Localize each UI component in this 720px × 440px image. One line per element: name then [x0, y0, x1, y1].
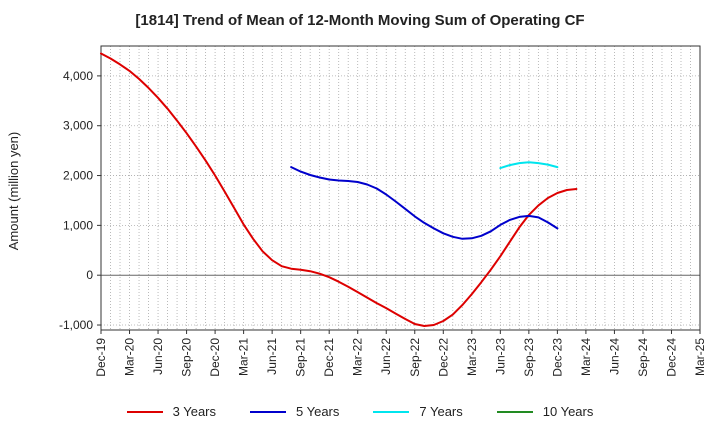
legend-label: 7 Years [419, 404, 463, 419]
x-tick-label: Jun-24 [607, 338, 621, 375]
y-tick-label: 2,000 [63, 169, 93, 183]
legend: 3 Years 5 Years 7 Years 10 Years [0, 404, 720, 419]
y-ticks: -1,000 0 1,000 2,000 3,000 4,000 [59, 69, 101, 332]
x-tick-label: Mar-20 [123, 338, 137, 376]
x-tick-label: Jun-21 [265, 338, 279, 375]
x-tick-label: Jun-23 [493, 338, 507, 375]
series-line-5-years [290, 166, 559, 240]
x-tick-label: Dec-20 [208, 338, 222, 377]
x-tick-label: Sep-20 [180, 338, 194, 377]
y-tick-label: -1,000 [59, 318, 93, 332]
x-tick-label: Dec-24 [664, 338, 678, 377]
legend-label: 5 Years [296, 404, 340, 419]
x-tick-label: Dec-22 [436, 338, 450, 377]
x-tick-label: Mar-24 [579, 338, 593, 376]
x-tick-label: Mar-21 [237, 338, 251, 376]
legend-item: 3 Years [126, 404, 216, 419]
y-axis-label: Amount (million yen) [6, 132, 21, 251]
grid-layer [101, 46, 700, 330]
legend-swatch [250, 410, 286, 413]
y-tick-label: 1,000 [63, 218, 93, 232]
legend-label: 10 Years [542, 404, 594, 419]
legend-item: 5 Years [250, 404, 339, 419]
x-tick-label: Mar-22 [351, 338, 365, 376]
legend-item: 10 Years [496, 404, 594, 419]
legend-swatch [496, 410, 533, 413]
x-tick-label: Sep-21 [294, 338, 308, 377]
series-line-7-years [499, 161, 559, 170]
x-ticks: Dec-19 Mar-20 Jun-20 Sep-20 Dec-20 Mar-21 Jun-… [94, 330, 707, 377]
y-tick-label: 3,000 [63, 119, 93, 133]
x-tick-label: Jun-20 [151, 338, 165, 375]
series-line-3-years [100, 52, 578, 327]
x-tick-label: Sep-22 [408, 338, 422, 377]
x-tick-label: Mar-25 [693, 338, 707, 376]
legend-item: 7 Years [373, 404, 463, 419]
x-tick-label: Dec-23 [550, 338, 564, 377]
legend-label: 3 Years [172, 404, 216, 419]
x-tick-label: Sep-24 [636, 338, 650, 377]
legend-swatch [373, 410, 410, 413]
y-tick-label: 0 [86, 268, 93, 282]
x-tick-label: Dec-21 [322, 338, 336, 377]
x-tick-label: Jun-22 [379, 338, 393, 375]
plot-frame [100, 45, 701, 331]
y-tick-label: 4,000 [63, 69, 93, 83]
x-tick-label: Mar-23 [465, 338, 479, 376]
legend-swatch [126, 410, 163, 413]
x-tick-label: Dec-19 [94, 338, 108, 377]
series-layer [100, 52, 578, 327]
chart-title: [1814] Trend of Mean of 12-Month Moving … [135, 12, 585, 29]
x-tick-label: Sep-23 [522, 338, 536, 377]
